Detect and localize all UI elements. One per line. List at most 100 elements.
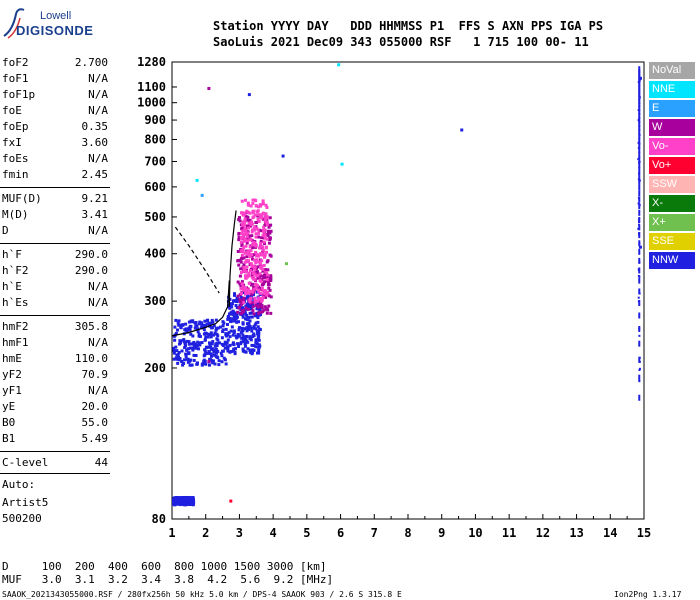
echo-point bbox=[256, 299, 260, 303]
echo-point bbox=[175, 357, 179, 361]
echo-point bbox=[246, 347, 250, 351]
echo-point bbox=[196, 330, 200, 334]
x-tick-label: 2 bbox=[202, 526, 209, 540]
echo-point bbox=[219, 351, 223, 355]
echo-point bbox=[182, 358, 186, 362]
echo-point bbox=[267, 286, 271, 290]
echo-point bbox=[256, 274, 260, 278]
echo-point bbox=[172, 349, 176, 353]
param-value: 9.21 bbox=[81, 192, 109, 205]
param-value: N/A bbox=[88, 296, 108, 309]
echo-point bbox=[268, 216, 272, 220]
echo-point bbox=[172, 351, 176, 355]
echo-point bbox=[179, 326, 183, 330]
echo-point bbox=[247, 271, 251, 275]
echo-point bbox=[251, 242, 255, 246]
echo-point bbox=[251, 305, 255, 309]
echo-point bbox=[263, 292, 267, 296]
profile-trace bbox=[228, 210, 237, 307]
echo-point bbox=[237, 320, 241, 324]
echo-point bbox=[262, 229, 266, 233]
echo-point bbox=[172, 496, 176, 500]
echo-point bbox=[241, 213, 245, 217]
echo-point bbox=[208, 321, 212, 325]
echo-point bbox=[205, 322, 209, 326]
param-name: D bbox=[2, 224, 9, 237]
echo-point bbox=[253, 296, 257, 300]
echo-point bbox=[266, 308, 270, 312]
echo-point bbox=[176, 361, 180, 365]
echo-point bbox=[241, 229, 245, 233]
echo-point bbox=[189, 324, 193, 328]
param-value: 3.60 bbox=[81, 136, 109, 149]
echo-point bbox=[209, 354, 213, 358]
echo-point bbox=[226, 314, 230, 318]
echo-point bbox=[203, 349, 207, 353]
panel-separator bbox=[0, 187, 110, 188]
right-edge-echo bbox=[638, 116, 641, 123]
echo-point bbox=[254, 261, 258, 265]
echo-point bbox=[250, 329, 254, 333]
echo-point bbox=[248, 218, 252, 222]
echo-point bbox=[244, 232, 248, 236]
echo-point bbox=[262, 225, 266, 229]
echo-point bbox=[249, 262, 253, 266]
echo-point bbox=[236, 294, 240, 298]
echo-point bbox=[221, 320, 225, 324]
echo-point bbox=[261, 269, 265, 273]
echo-point bbox=[179, 501, 183, 505]
right-edge-echo bbox=[638, 109, 641, 116]
echo-point bbox=[238, 219, 242, 223]
echo-point bbox=[257, 343, 261, 347]
echo-point bbox=[243, 350, 247, 354]
echo-point bbox=[254, 235, 258, 239]
echo-point bbox=[198, 322, 202, 326]
x-tick-label: 13 bbox=[569, 526, 583, 540]
echo-point bbox=[239, 236, 243, 240]
echo-point bbox=[238, 298, 242, 302]
echo-point bbox=[230, 305, 234, 309]
echo-point bbox=[243, 227, 247, 231]
echo-point bbox=[239, 260, 243, 264]
param-value: 70.9 bbox=[81, 368, 109, 381]
auto-artist: Artist5 bbox=[2, 496, 49, 509]
echo-point bbox=[184, 344, 188, 348]
echo-point bbox=[187, 347, 191, 351]
echo-point bbox=[265, 278, 269, 282]
echo-point bbox=[240, 309, 244, 313]
echo-point bbox=[241, 315, 245, 319]
legend-item-noval: NoVal bbox=[649, 62, 695, 79]
echo-point bbox=[254, 232, 258, 236]
echo-point bbox=[213, 344, 217, 348]
echo-point bbox=[241, 328, 245, 332]
echo-point bbox=[263, 253, 267, 257]
echo-point bbox=[185, 348, 189, 352]
echo-point bbox=[246, 239, 250, 243]
param-name: fxI bbox=[2, 136, 22, 149]
echo-point bbox=[208, 357, 212, 361]
echo-point bbox=[251, 309, 255, 313]
echo-point bbox=[176, 499, 180, 503]
param-value: N/A bbox=[88, 152, 108, 165]
echo-point bbox=[252, 287, 256, 291]
echo-point bbox=[242, 222, 246, 226]
echo-point bbox=[253, 258, 257, 262]
echo-point bbox=[211, 320, 215, 324]
echo-point bbox=[244, 270, 248, 274]
auto-label: Auto: bbox=[2, 478, 36, 491]
echo-point bbox=[269, 254, 273, 258]
echo-point bbox=[265, 237, 269, 241]
echo-point bbox=[203, 323, 207, 327]
echo-point bbox=[252, 344, 256, 348]
echo-point bbox=[268, 288, 272, 292]
echo-point bbox=[224, 327, 228, 331]
echo-point bbox=[228, 316, 232, 320]
param-row-md: M(D) 3.41 bbox=[2, 208, 108, 224]
legend-item-x: X+ bbox=[649, 214, 695, 231]
param-name: foE bbox=[2, 104, 22, 117]
echo-point bbox=[224, 362, 228, 366]
echo-point bbox=[263, 223, 267, 227]
echo-point bbox=[213, 353, 217, 357]
echo-point bbox=[231, 341, 235, 345]
echo-point bbox=[252, 267, 256, 271]
